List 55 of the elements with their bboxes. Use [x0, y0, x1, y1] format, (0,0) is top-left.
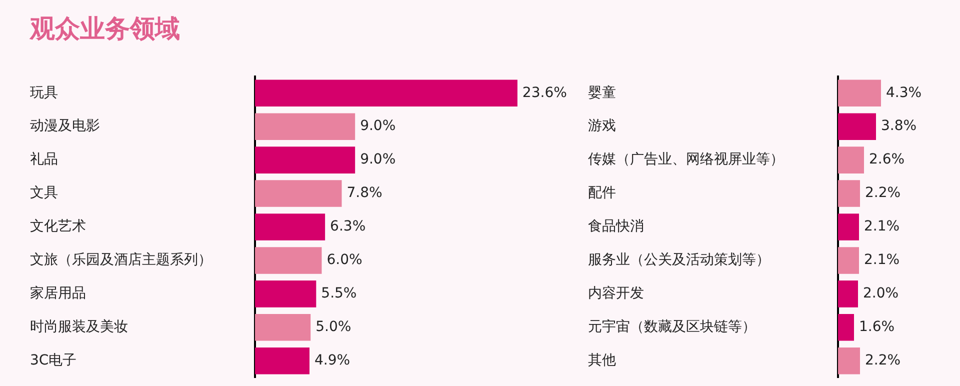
y-tick-label: 传媒（广告业、网络视屏业等） — [588, 152, 784, 168]
chart-title: 观众业务领域 — [30, 13, 180, 45]
data-label: 6.0% — [326, 252, 362, 268]
bar — [838, 113, 876, 140]
y-tick-label: 玩具 — [30, 84, 58, 101]
data-label: 23.6% — [522, 84, 567, 101]
y-tick-label: 食品快消 — [588, 218, 644, 235]
bar — [838, 80, 881, 107]
y-tick-label: 文旅（乐园及酒店主题系列） — [30, 252, 212, 268]
data-label: 7.8% — [346, 185, 382, 202]
bar — [838, 146, 864, 174]
bar — [838, 214, 859, 240]
y-tick-label: 文具 — [30, 185, 58, 202]
data-label: 2.0% — [863, 286, 899, 302]
y-tick-label: 配件 — [588, 185, 616, 202]
data-label: 4.9% — [314, 352, 350, 369]
y-tick-label: 家居用品 — [30, 286, 86, 302]
bar — [838, 280, 858, 308]
data-label: 3.8% — [881, 118, 917, 134]
data-label: 5.0% — [316, 319, 352, 336]
y-tick-label: 婴童 — [588, 84, 616, 101]
data-label: 5.5% — [321, 286, 357, 302]
bar — [255, 146, 356, 174]
bar — [255, 214, 326, 240]
data-label: 1.6% — [859, 319, 895, 336]
bar — [838, 314, 854, 341]
bar — [255, 280, 316, 308]
bar — [838, 247, 859, 274]
data-label: 2.6% — [869, 152, 905, 168]
y-tick-label: 游戏 — [588, 118, 616, 134]
data-label: 6.3% — [330, 218, 366, 235]
data-label: 9.0% — [360, 118, 396, 134]
y-tick-label: 动漫及电影 — [30, 118, 100, 134]
bar — [255, 80, 518, 107]
y-tick-label: 内容开发 — [588, 286, 644, 302]
y-tick-label: 时尚服装及美妆 — [30, 319, 128, 336]
y-tick-label: 服务业（公关及活动策划等） — [588, 252, 770, 268]
data-label: 2.2% — [865, 352, 901, 369]
y-tick-label: 3C电子 — [30, 352, 77, 369]
bar — [255, 347, 310, 374]
data-label: 2.1% — [864, 218, 900, 235]
data-label: 4.3% — [886, 84, 922, 101]
data-label: 2.2% — [865, 185, 901, 202]
y-tick-label: 元宇宙（数藏及区块链等） — [588, 319, 756, 336]
bar — [255, 314, 311, 341]
data-label: 9.0% — [360, 152, 396, 168]
bar — [255, 113, 356, 140]
y-tick-label: 礼品 — [30, 152, 58, 168]
y-tick-label: 其他 — [588, 352, 616, 369]
bar — [255, 180, 342, 207]
data-label: 2.1% — [864, 252, 900, 268]
bar — [255, 247, 322, 274]
bar — [838, 180, 860, 207]
y-tick-label: 文化艺术 — [30, 218, 86, 235]
bar — [838, 347, 860, 374]
